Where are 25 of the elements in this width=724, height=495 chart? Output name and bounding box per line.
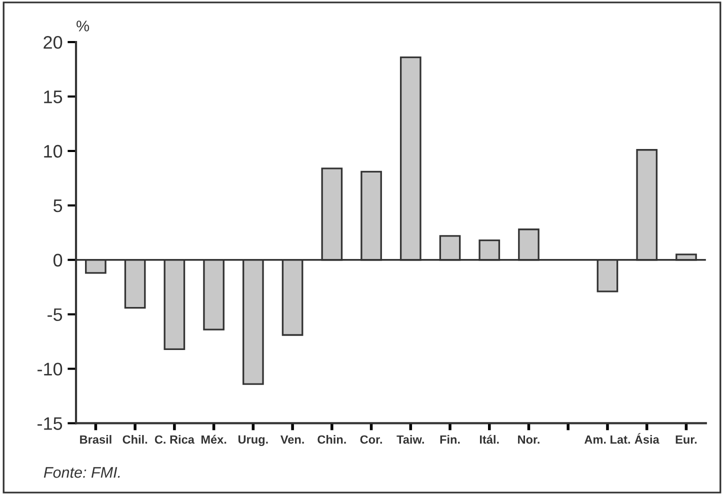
y-tick-label: 5 (54, 200, 62, 212)
x-tick-label: C. Rica (154, 435, 195, 444)
y-tick-label: 20 (44, 36, 62, 49)
source-note: Fonte: FMI. (44, 467, 120, 478)
y-tick-label: -15 (38, 417, 62, 430)
x-tick-label: Eur. (676, 435, 697, 444)
x-tick-label: Brasil (80, 435, 112, 444)
x-tick-label: Chil. (122, 435, 148, 444)
y-tick-label: 15 (44, 90, 62, 104)
y-tick-label: 10 (44, 144, 62, 158)
x-tick-label: Fin. (440, 435, 460, 444)
x-tick-label: Nor. (518, 435, 540, 444)
x-tick-label: Ásia (634, 433, 660, 444)
y-tick-label: -5 (48, 308, 62, 322)
x-tick-label: Itál. (480, 434, 499, 444)
x-tick-label: Am. Lat. (584, 435, 630, 444)
x-tick-label: Ven. (280, 435, 304, 444)
x-tick-label: Taiw. (396, 435, 424, 444)
y-axis-title: % (76, 20, 90, 32)
x-tick-label: Cor. (360, 435, 382, 444)
y-tick-label: 0 (53, 254, 62, 267)
y-tick-label: -10 (38, 362, 62, 376)
x-tick-label: Urug. (238, 435, 268, 446)
x-tick-label: Chin. (318, 435, 346, 444)
x-tick-label: Méx. (201, 434, 226, 444)
